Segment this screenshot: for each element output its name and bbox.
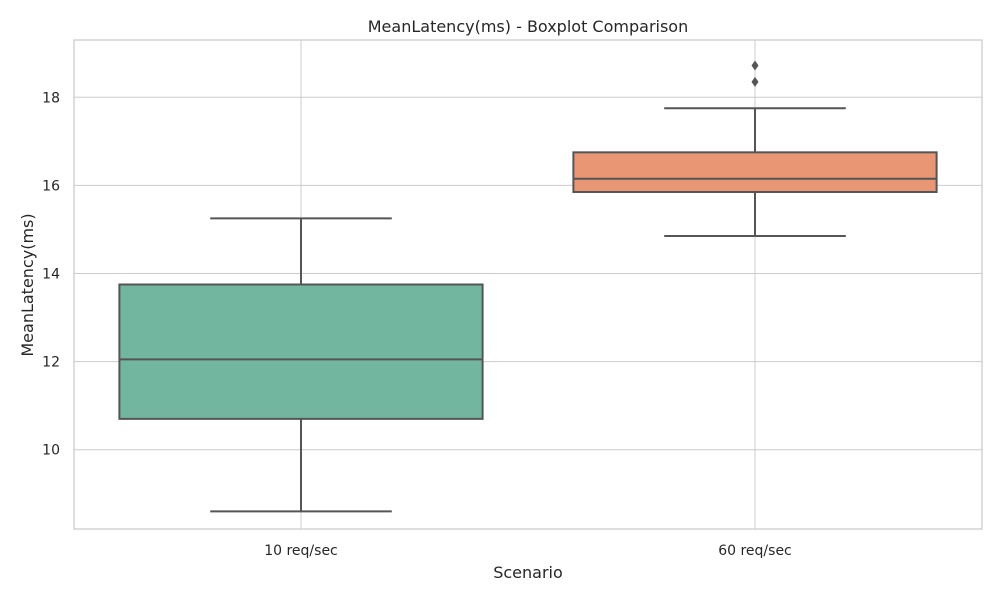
outlier-point <box>751 60 759 71</box>
plot-frame <box>73 39 983 530</box>
tick-layer: 10 12 14 16 18 10 req/sec 60 req/sec <box>42 90 792 559</box>
x-tick-label: 60 req/sec <box>718 543 792 559</box>
y-tick-label: 12 <box>42 355 60 371</box>
x-tick-label: 10 req/sec <box>264 543 338 559</box>
y-tick-label: 18 <box>42 90 60 106</box>
box-layer <box>118 60 938 513</box>
iqr-box <box>118 283 484 420</box>
chart-title: MeanLatency(ms) - Boxplot Comparison <box>368 17 688 36</box>
iqr-box <box>572 151 938 193</box>
y-tick-label: 16 <box>42 178 60 194</box>
box-group <box>118 217 484 513</box>
box-group <box>572 60 938 238</box>
y-tick-label: 10 <box>42 443 60 459</box>
y-axis-label: MeanLatency(ms) <box>18 213 37 356</box>
outlier-point <box>751 76 759 87</box>
y-tick-label: 14 <box>42 266 60 282</box>
x-axis-label: Scenario <box>493 563 563 582</box>
